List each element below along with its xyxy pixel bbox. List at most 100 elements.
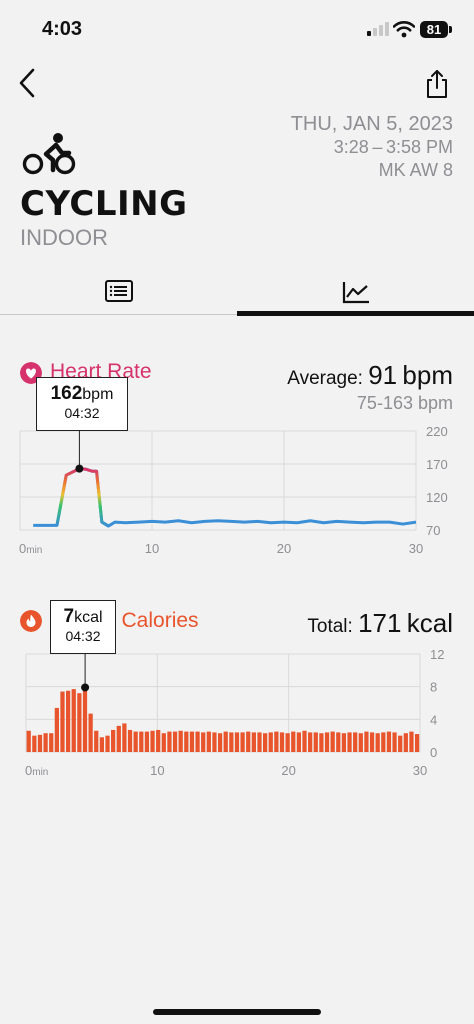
calories-chart: 0 4 8 12 0min 10 20 30 <box>25 647 444 778</box>
calorie-bar <box>116 725 121 752</box>
calorie-bar <box>398 735 403 752</box>
calorie-bar <box>353 732 358 752</box>
workout-title: CYCLING <box>20 184 188 224</box>
calorie-bar <box>88 713 93 752</box>
calorie-bar <box>386 731 392 752</box>
share-icon[interactable] <box>424 68 450 100</box>
calorie-bar <box>184 731 189 752</box>
status-time: 4:03 <box>42 18 83 40</box>
calorie-bar <box>71 689 76 752</box>
calorie-bar <box>223 731 228 752</box>
calorie-bar <box>234 732 240 752</box>
y-tick-label: 0 <box>430 745 437 760</box>
battery-level: 81 <box>420 21 448 38</box>
calorie-bar <box>369 732 375 752</box>
y-tick-label: 12 <box>430 647 444 662</box>
calorie-bar <box>26 730 31 752</box>
calorie-bar <box>127 729 133 752</box>
calorie-bar <box>268 732 273 752</box>
callout-point <box>75 464 84 473</box>
x-tick-label: 0min <box>25 763 48 778</box>
y-tick-label: 8 <box>430 680 437 695</box>
heart-rate-average: Average: 91 bpm <box>287 360 453 390</box>
calorie-bar <box>324 732 330 752</box>
calorie-bar <box>217 733 223 752</box>
calories-callout: 7kcal 04:32 <box>50 600 116 654</box>
calorie-bar <box>308 732 313 752</box>
wifi-icon <box>393 21 415 38</box>
calorie-bar <box>285 733 290 752</box>
calorie-bar <box>392 732 397 752</box>
tab-charts[interactable] <box>237 276 474 314</box>
x-tick-label: 10 <box>150 763 164 778</box>
battery-icon: 81 <box>420 21 452 38</box>
calorie-bar <box>167 731 172 752</box>
x-tick-label: 0min <box>19 541 42 556</box>
calorie-bar <box>375 733 380 752</box>
y-tick-label: 170 <box>426 457 448 472</box>
x-tick-label: 10 <box>145 541 159 556</box>
y-tick-label: 220 <box>426 424 448 439</box>
calorie-bar <box>201 732 206 752</box>
heart-rate-range: 75-163 bpm <box>356 393 453 413</box>
calorie-bar <box>229 732 234 752</box>
calorie-bar <box>409 731 414 752</box>
list-icon <box>104 280 133 302</box>
calorie-bar <box>279 732 285 752</box>
calorie-bar <box>263 733 268 752</box>
calorie-bar <box>414 734 420 752</box>
tab-summary[interactable] <box>0 276 237 314</box>
calorie-bar <box>403 733 408 752</box>
calorie-bar <box>319 733 324 752</box>
active-tab-indicator <box>237 311 474 316</box>
calorie-bar <box>336 732 341 752</box>
flame-icon <box>20 610 42 632</box>
back-chevron-icon[interactable] <box>16 66 38 100</box>
calorie-bar <box>341 733 347 752</box>
workout-date-info: THU, JAN 5, 2023 3:28 – 3:58 PM MK AW 8 <box>291 113 453 182</box>
calorie-bar <box>302 730 307 752</box>
calorie-bar <box>212 732 217 752</box>
calorie-bar <box>32 735 37 752</box>
calorie-bar <box>82 690 88 752</box>
workout-time-range: 3:28 – 3:58 PM <box>333 137 453 157</box>
calorie-bar <box>381 732 386 752</box>
calorie-bar <box>54 707 59 752</box>
calorie-bar <box>358 733 363 752</box>
x-tick-label: 20 <box>281 763 295 778</box>
calorie-bar <box>49 733 54 752</box>
calorie-bar <box>178 730 183 752</box>
cycling-icon <box>22 133 76 175</box>
y-tick-label: 4 <box>430 712 437 727</box>
calorie-bar <box>274 731 279 752</box>
calorie-bar <box>111 729 116 752</box>
calorie-bar <box>133 731 138 752</box>
callout-point <box>81 683 90 692</box>
calorie-bar <box>156 729 161 752</box>
calorie-bar <box>296 732 301 752</box>
workout-subtitle: INDOOR <box>20 225 108 250</box>
calorie-bar <box>66 690 71 752</box>
calorie-bar <box>189 731 195 752</box>
calories-title: e Calories <box>104 609 199 632</box>
heart-rate-peak-segment <box>55 467 110 528</box>
calories-total: Total: 171 kcal <box>307 608 453 638</box>
calorie-bar <box>347 732 352 752</box>
x-unit-label: min <box>26 545 42 556</box>
home-indicator <box>153 1009 321 1015</box>
heart-rate-chart: 70 120 170 220 0min 10 20 30 <box>19 424 448 556</box>
calorie-bar <box>330 731 335 752</box>
workout-device: MK AW 8 <box>378 160 453 180</box>
cellular-signal-icon <box>367 22 389 36</box>
calorie-bar <box>144 731 150 752</box>
calorie-bar <box>43 733 48 752</box>
calorie-bar <box>172 731 178 752</box>
calorie-bar <box>139 731 144 752</box>
workout-date: THU, JAN 5, 2023 <box>290 113 453 135</box>
calorie-bar <box>195 731 200 752</box>
calorie-bar <box>246 731 251 752</box>
calorie-bar <box>99 737 104 752</box>
y-tick-label: 120 <box>426 490 448 505</box>
calorie-bar <box>206 731 211 752</box>
calorie-bar <box>257 732 262 752</box>
